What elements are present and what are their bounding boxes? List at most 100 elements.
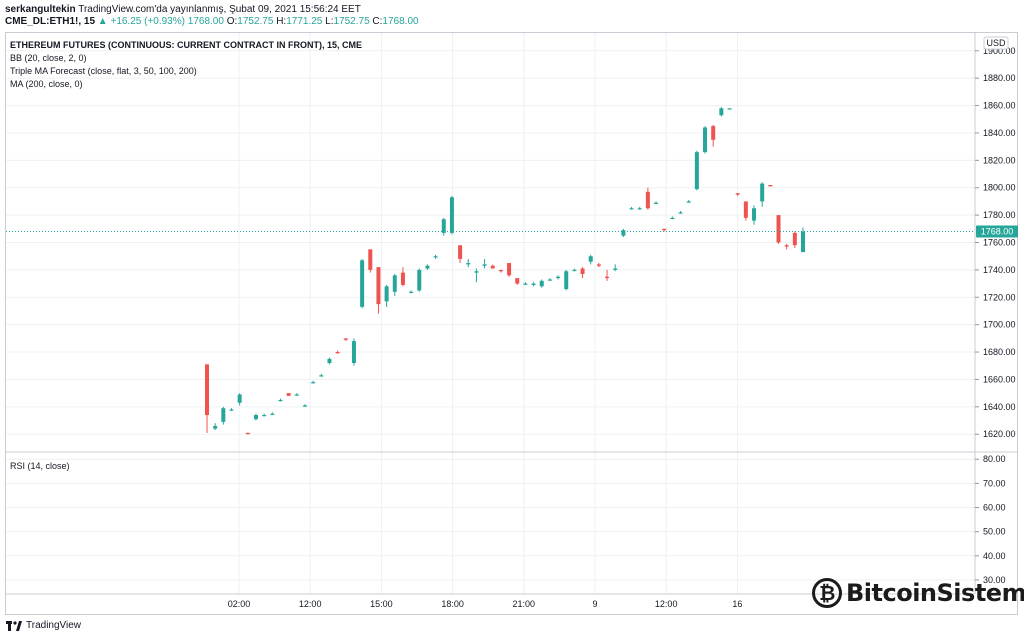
rsi-y-tick-label: 80.00 <box>983 454 1006 464</box>
candle-body <box>409 291 414 293</box>
candle-body <box>768 184 773 187</box>
tradingview-logo[interactable]: TradingView <box>6 620 81 631</box>
candle-body <box>384 286 389 302</box>
candle-body <box>351 341 356 363</box>
chart-frame[interactable] <box>5 32 1018 615</box>
x-tick-label: 12:00 <box>655 599 678 609</box>
candle-body <box>466 263 471 265</box>
author-name[interactable]: serkangultekin <box>5 4 76 15</box>
candle-body <box>670 217 675 220</box>
candle-body <box>703 127 708 153</box>
y-tick-label: 1620.00 <box>983 429 1016 439</box>
candle-body <box>302 405 307 407</box>
candle-body <box>760 183 765 202</box>
candle-body <box>727 108 732 110</box>
chart-title[interactable]: ETHEREUM FUTURES (CONTINUOUS: CURRENT CO… <box>10 40 362 50</box>
currency-badge <box>983 36 1009 50</box>
candle-body <box>253 415 258 420</box>
candle-body <box>474 271 479 273</box>
axes: 1620.00 1640.00 16 60.00 1680.00 1700.00 1720.… <box>5 33 1018 609</box>
candle-body <box>621 230 626 236</box>
currency-badge-label: USD <box>986 38 1006 48</box>
y-tick-label: 1640.00 <box>983 402 1016 412</box>
candle-body <box>311 382 316 384</box>
candle-body <box>507 263 512 276</box>
candle-body <box>498 269 503 272</box>
candle-body <box>360 260 365 307</box>
candle-body <box>221 408 226 422</box>
candle-body <box>523 283 528 285</box>
close-value: 1768.00 <box>382 16 419 27</box>
candle-body <box>262 415 267 417</box>
candle-body <box>490 265 495 269</box>
candle-body <box>752 208 757 221</box>
x-tick-label: 16 <box>732 599 742 609</box>
symbol-label[interactable]: CME_DL:ETH1!, 15 <box>5 16 96 27</box>
rsi-legend[interactable]: RSI (14, close) <box>10 461 70 471</box>
candle-body <box>678 212 683 214</box>
candle-body <box>343 338 348 340</box>
candle-body <box>319 375 324 377</box>
y-tick-label: 1720.00 <box>983 292 1016 302</box>
bb-legend[interactable]: BB (20, close, 2, 0) <box>10 53 87 63</box>
rsi-y-tick-label: 50.00 <box>983 527 1006 537</box>
watermark: ₿ BitcoinSistemi <box>812 578 1024 608</box>
chart-header: serkangultekin TradingView.com'da yayınl… <box>0 0 1024 30</box>
y-tick-label: 1820.00 <box>983 155 1016 165</box>
rsi-y-tick-label: 60.00 <box>983 503 1006 513</box>
candle-body <box>400 272 405 285</box>
candle-body <box>743 201 748 218</box>
candle-body <box>376 267 381 305</box>
candle-body <box>294 394 299 396</box>
y-tick-label: 1780.00 <box>983 210 1016 220</box>
triple-ma-legend[interactable]: Triple MA Forecast (close, flat, 3, 50, … <box>10 66 197 76</box>
y-tick-label: 1700.00 <box>983 320 1016 330</box>
candle-body <box>237 394 242 403</box>
x-tick-label: 21:00 <box>513 599 536 609</box>
last-price-badge <box>976 225 1018 238</box>
open-value: 1752.75 <box>237 16 274 27</box>
x-tick-label: 9 <box>592 599 597 609</box>
price-value: 1768.00 <box>187 16 224 27</box>
candle-body <box>441 219 446 233</box>
candle-body <box>270 413 275 415</box>
candle-body <box>654 202 659 204</box>
bitcoin-coin-icon: ₿ <box>812 578 842 608</box>
grid-lines <box>6 33 975 594</box>
candle-body <box>229 409 234 411</box>
candle-body <box>629 208 634 210</box>
low-value: 1752.75 <box>333 16 370 27</box>
candle-body <box>547 279 552 281</box>
candle-body <box>556 276 561 279</box>
candle-body <box>613 268 618 270</box>
last-price-badge-label: 1768.00 <box>981 227 1014 237</box>
ohlc-line: CME_DL:ETH1!, 15 ▲ +16.25 (+0.93%) 1768.… <box>5 16 419 27</box>
candle-body <box>245 432 250 435</box>
candle-body <box>711 126 716 140</box>
y-tick-label: 1800.00 <box>983 183 1016 193</box>
tradingview-label: TradingView <box>26 620 82 631</box>
rsi-y-tick-label: 70.00 <box>983 478 1006 488</box>
y-tick-label: 1860.00 <box>983 101 1016 111</box>
candle-body <box>482 264 487 266</box>
candle-body <box>449 197 454 233</box>
candle-body <box>205 364 209 416</box>
tradingview-icon <box>6 620 22 631</box>
x-tick-label: 02:00 <box>228 599 251 609</box>
candle-body <box>588 256 593 262</box>
candle-body <box>286 393 291 396</box>
candle-body <box>433 256 438 258</box>
x-tick-label: 12:00 <box>299 599 322 609</box>
candle-body <box>417 269 422 291</box>
y-tick-label: 1680.00 <box>983 347 1016 357</box>
candle-body <box>392 275 397 292</box>
open-label: O: <box>226 16 238 27</box>
candle-body <box>580 268 585 274</box>
candle-body <box>539 280 544 287</box>
candle-body <box>531 283 536 285</box>
candle-body <box>425 265 430 269</box>
candle-body <box>694 152 699 190</box>
x-tick-label: 18:00 <box>441 599 464 609</box>
ma-legend[interactable]: MA (200, close, 0) <box>10 79 83 89</box>
